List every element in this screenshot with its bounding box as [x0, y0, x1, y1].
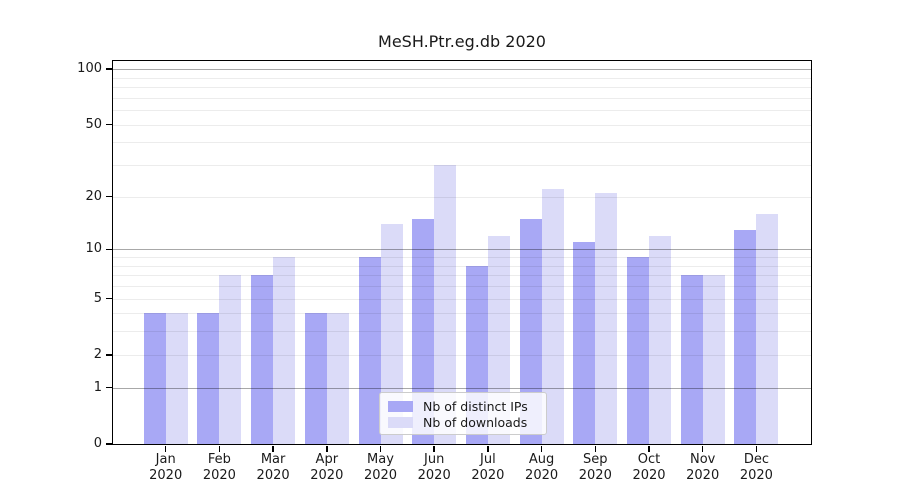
gridline-minor-50: [113, 124, 811, 126]
bar-ips-jun: [412, 218, 435, 444]
x-tick-nov: [701, 446, 704, 452]
bar-downloads-dec: [756, 213, 779, 444]
x-tick-jan: [164, 446, 167, 452]
x-tick-jul: [487, 446, 489, 452]
bar-downloads-jul: [487, 235, 510, 444]
x-tick-label-nov: Nov 2020: [686, 452, 720, 483]
y-tick-label-1: 1: [93, 379, 102, 395]
bar-downloads-sep: [595, 193, 618, 444]
x-tick-mar: [272, 446, 274, 452]
legend-item-downloads: Nb of downloads: [388, 414, 538, 430]
bar-ips-jan: [143, 313, 166, 444]
y-tick-label-5: 5: [93, 290, 102, 306]
gridline-major-100: [113, 69, 811, 71]
y-tick-label-2: 2: [93, 346, 102, 362]
y-tick-2: [106, 354, 112, 356]
gridline-minor-4: [113, 313, 811, 315]
bar-downloads-nov: [702, 275, 725, 444]
y-tick-label-0: 0: [93, 436, 102, 451]
y-tick-20: [106, 195, 112, 198]
plot-area: 0 1 2 5 10 20 50 100 Jan 2020 Feb 2020 Mar 2020 Apr…: [77, 60, 812, 483]
y-tick-label-50: 50: [85, 116, 102, 132]
x-tick-aug: [540, 446, 543, 452]
bar-downloads-aug: [541, 189, 564, 444]
bar-ips-sep: [573, 242, 596, 444]
legend-label-distinct-ips: Nb of distinct IPs: [423, 398, 528, 414]
x-tick-label-jan: Jan 2020: [149, 452, 183, 483]
bar-downloads-mar: [273, 257, 296, 444]
x-tick-jun: [433, 446, 435, 452]
x-tick-label-feb: Feb 2020: [202, 452, 236, 483]
x-tick-sep: [594, 446, 597, 452]
y-tick-5: [106, 297, 112, 300]
bar-ips-dec: [734, 229, 757, 444]
x-tick-label-apr: Apr 2020: [310, 452, 344, 483]
x-tick-label-sep: Sep 2020: [578, 452, 612, 483]
gridline-minor-20: [113, 196, 811, 198]
y-tick-0: [106, 443, 112, 445]
legend-item-distinct-ips: Nb of distinct IPs: [388, 398, 538, 414]
y-tick-label-10: 10: [85, 241, 102, 257]
gridline-minor-8: [113, 265, 811, 267]
legend-swatch-downloads: [388, 416, 413, 428]
gridline-minor-7: [113, 275, 811, 277]
x-tick-label-jul: Jul 2020: [471, 452, 505, 483]
y-tick-1: [106, 386, 112, 389]
x-tick-oct: [648, 446, 650, 452]
bar-downloads-apr: [326, 313, 349, 444]
y-tick-100: [106, 68, 112, 70]
legend: Nb of distinct IPs Nb of downloads: [379, 392, 547, 435]
bar-ips-may: [358, 257, 381, 444]
bar-ips-nov: [680, 275, 703, 444]
bar-ips-apr: [304, 313, 327, 444]
x-tick-label-jun: Jun 2020: [417, 452, 451, 483]
bar-ips-mar: [251, 275, 274, 444]
bar-downloads-oct: [649, 235, 671, 444]
chart-title: MeSH.Ptr.eg.db 2020: [378, 32, 546, 51]
x-tick-label-mar: Mar 2020: [256, 452, 290, 483]
y-tick-50: [106, 123, 112, 126]
y-tick-label-100: 100: [77, 61, 102, 77]
legend-label-downloads: Nb of downloads: [423, 414, 528, 430]
x-tick-label-aug: Aug 2020: [525, 452, 559, 483]
bar-ips-oct: [627, 257, 649, 444]
bar-downloads-feb: [219, 275, 242, 444]
bar-downloads-may: [380, 224, 403, 444]
x-tick-label-dec: Dec 2020: [739, 452, 773, 483]
y-tick-10: [106, 248, 112, 251]
x-tick-label-oct: Oct 2020: [632, 452, 666, 483]
y-tick-label-20: 20: [85, 188, 102, 204]
x-tick-apr: [326, 446, 328, 452]
gridline-minor-2: [113, 354, 811, 356]
gridline-minor-70: [113, 97, 811, 99]
bar-downloads-jun: [434, 165, 457, 444]
x-tick-dec: [755, 446, 758, 452]
bar-ips-aug: [519, 218, 542, 444]
bar-downloads-jan: [165, 313, 188, 444]
bar-ips-feb: [197, 313, 220, 444]
gridline-minor-3: [113, 331, 811, 333]
x-tick-feb: [218, 446, 221, 452]
gridline-minor-80: [113, 87, 811, 89]
legend-swatch-distinct-ips: [388, 400, 413, 412]
gridline-minor-9: [113, 257, 811, 258]
gridline-minor-40: [113, 142, 811, 144]
gridline-major-10: [113, 249, 811, 251]
gridline-minor-6: [113, 286, 811, 287]
gridline-minor-30: [113, 165, 811, 167]
gridline-major-1: [113, 387, 811, 389]
gridline-minor-90: [113, 77, 811, 79]
gridline-minor-60: [113, 110, 811, 112]
x-tick-may: [379, 446, 382, 452]
gridline-minor-5: [113, 298, 811, 300]
x-tick-label-may: May 2020: [363, 452, 398, 483]
